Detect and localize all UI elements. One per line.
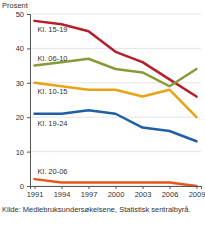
x-axis: 1991 1994 1997 2000 2003 2006 2009 xyxy=(27,186,205,199)
y-tick-label: 30 xyxy=(16,79,24,88)
grid xyxy=(30,14,201,186)
x-tick-label: 1991 xyxy=(27,190,44,199)
chart: 0 10 20 30 40 50 1991 1994 1997 2000 2003 2006 2009 K… xyxy=(0,0,205,232)
y-tick: 50 xyxy=(16,10,30,19)
x-tick-label: 2006 xyxy=(162,190,179,199)
x-tick-label: 1994 xyxy=(54,190,71,199)
lines xyxy=(35,21,197,186)
x-tick-label: 2009 xyxy=(189,190,205,199)
x-tick-mark xyxy=(197,186,198,189)
series-label: Kl. 19-24 xyxy=(38,119,68,128)
x-tick: 2006 xyxy=(162,186,179,199)
x-tick: 2003 xyxy=(135,186,152,199)
x-tick-mark xyxy=(89,186,90,189)
series-label: Kl. 15-19 xyxy=(38,25,68,34)
x-tick: 2009 xyxy=(189,186,205,199)
y-tick-mark xyxy=(27,117,30,118)
y-tick-mark xyxy=(27,83,30,84)
series-label: Kl. 06-10 xyxy=(38,54,68,63)
x-tick-label: 2000 xyxy=(108,190,125,199)
x-tick-mark xyxy=(116,186,117,189)
y-tick: 30 xyxy=(16,79,30,88)
y-axis: 0 10 20 30 40 50 xyxy=(16,10,31,191)
y-tick: 20 xyxy=(16,113,30,122)
y-tick-label: 20 xyxy=(16,113,24,122)
y-tick: 10 xyxy=(16,148,30,157)
y-tick-label: 50 xyxy=(16,10,24,19)
x-tick: 2000 xyxy=(108,186,125,199)
grid-line xyxy=(30,117,201,118)
y-tick-mark xyxy=(27,14,30,15)
series-line xyxy=(35,83,197,117)
x-tick-mark xyxy=(35,186,36,189)
series-line xyxy=(35,179,197,186)
y-tick-label: 10 xyxy=(16,148,24,157)
y-tick-mark xyxy=(27,186,30,187)
x-tick-mark xyxy=(170,186,171,189)
y-tick-label: 0 xyxy=(20,182,24,191)
x-tick-label: 2003 xyxy=(135,190,152,199)
series-label: Kl. 20-06 xyxy=(38,167,68,176)
x-tick-label: 1997 xyxy=(81,190,98,199)
y-tick-mark xyxy=(27,48,30,49)
source: Kilde: Mediebruksundersøkelsene, Statist… xyxy=(2,205,190,214)
x-tick: 1991 xyxy=(27,186,44,199)
x-axis-line xyxy=(31,187,202,190)
x-tick-mark xyxy=(143,186,144,189)
y-tick-mark xyxy=(27,152,30,153)
series-labels: Kl. 15-19 Kl. 06-10 Kl. 10-15 Kl. 19-24 Kl. … xyxy=(38,25,68,176)
x-tick: 1994 xyxy=(54,186,71,199)
grid-line xyxy=(30,48,201,49)
y-axis-title: Prosent xyxy=(2,1,29,10)
x-tick: 1997 xyxy=(81,186,98,199)
series-line xyxy=(35,110,197,141)
grid-line xyxy=(30,151,201,152)
series-label: Kl. 10-15 xyxy=(38,87,68,96)
series-line xyxy=(35,59,197,87)
x-tick-mark xyxy=(62,186,63,189)
y-axis-line xyxy=(27,15,31,187)
y-tick: 40 xyxy=(16,44,30,53)
y-tick-label: 40 xyxy=(16,44,24,53)
grid-line xyxy=(30,14,201,15)
